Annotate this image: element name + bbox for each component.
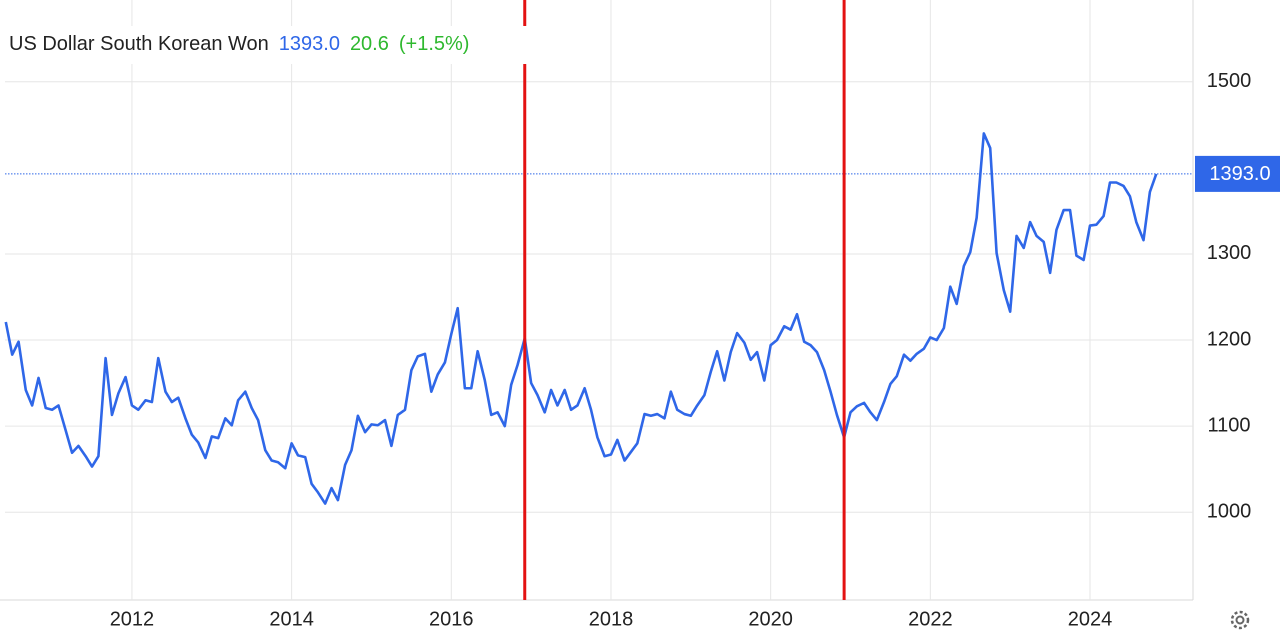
x-tick-label: 2016: [429, 608, 474, 630]
y-tick-label: 1500: [1207, 70, 1252, 92]
y-tick-label: 1000: [1207, 500, 1252, 522]
x-tick-label: 2012: [110, 608, 155, 630]
x-tick-label: 2018: [589, 608, 634, 630]
x-tick-label: 2014: [269, 608, 314, 630]
change-text: 20.6: [350, 33, 389, 55]
x-tick-label: 2024: [1068, 608, 1113, 630]
y-tick-label: 1100: [1207, 414, 1250, 436]
y-tick-label: 1200: [1207, 328, 1252, 350]
y-tick-label: 1300: [1207, 242, 1252, 264]
title-text: US Dollar South Korean Won: [9, 33, 269, 55]
gear-outer: [1230, 610, 1250, 630]
change-percent-text: (+1.5%): [399, 33, 470, 55]
gear-inner: [1235, 615, 1245, 625]
x-tick-label: 2022: [908, 608, 953, 630]
price-box: [1195, 155, 1280, 192]
price-box-label: 1393.0: [1209, 163, 1270, 185]
title-background: [0, 26, 528, 64]
chart-title: US Dollar South Korean Won 1393.0 20.6 (+1.…: [9, 33, 469, 55]
price-text: 1393.0: [279, 33, 340, 55]
x-tick-label: 2020: [748, 608, 793, 630]
price-line: [4, 132, 1158, 505]
settings-icon[interactable]: [1230, 610, 1250, 630]
